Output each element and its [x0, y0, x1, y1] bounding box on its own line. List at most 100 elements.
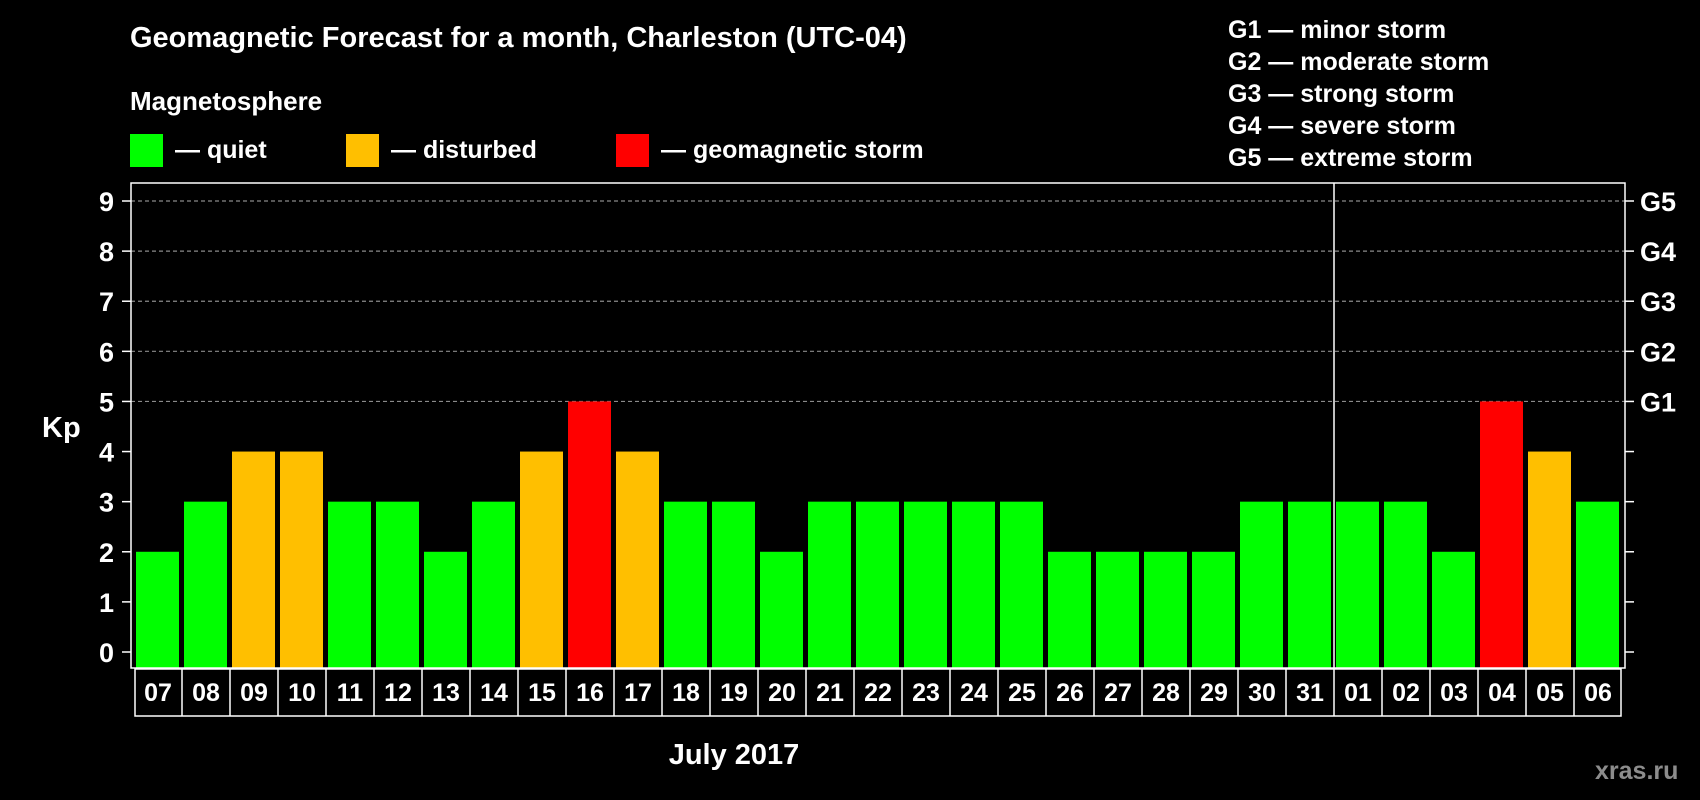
xtick-label-05: 05: [1536, 679, 1564, 707]
ytick-label-6: 6: [99, 337, 114, 367]
bar-04: [1480, 401, 1523, 668]
ytick-label-9: 9: [99, 187, 114, 217]
xtick-label-21: 21: [816, 679, 844, 707]
xtick-label-13: 13: [432, 679, 460, 707]
xtick-label-16: 16: [576, 679, 604, 707]
storm-scale-g1: G1 — minor storm: [1228, 16, 1447, 44]
storm-scale-g5: G5 — extreme storm: [1228, 144, 1473, 172]
bar-29: [1192, 551, 1235, 668]
storm-scale-legend: G1 — minor storm G2 — moderate storm G3 …: [1228, 14, 1489, 174]
bar-20: [760, 551, 803, 668]
legend-storm: — geomagnetic storm: [616, 133, 924, 167]
legend-swatch-storm: [616, 133, 649, 167]
legend-label-quiet: — quiet: [175, 135, 267, 164]
bar-03: [1432, 551, 1475, 668]
g-level-label-G3: G3: [1640, 287, 1676, 317]
xtick-label-18: 18: [672, 679, 700, 707]
ytick-label-0: 0: [99, 638, 114, 668]
bar-30: [1240, 501, 1283, 668]
storm-scale-g3: G3 — strong storm: [1228, 80, 1455, 108]
plot-frame: [130, 182, 1626, 669]
xtick-label-10: 10: [288, 679, 316, 707]
xtick-label-17: 17: [624, 679, 652, 707]
storm-scale-g4: G4 — severe storm: [1228, 112, 1456, 140]
bar-10: [280, 451, 323, 668]
xtick-label-23: 23: [912, 679, 940, 707]
ytick-label-1: 1: [99, 588, 114, 618]
ytick-label-5: 5: [99, 387, 114, 417]
g-level-label-G4: G4: [1640, 237, 1676, 267]
bar-25: [1000, 501, 1043, 668]
ytick-label-4: 4: [99, 438, 114, 468]
bar-14: [472, 501, 515, 668]
x-axis-label: July 2017: [669, 739, 800, 771]
g-level-label-G5: G5: [1640, 187, 1676, 217]
xtick-label-26: 26: [1056, 679, 1084, 707]
chart-title: Geomagnetic Forecast for a month, Charle…: [130, 22, 907, 54]
bar-22: [856, 501, 899, 668]
bar-28: [1144, 551, 1187, 668]
legend-quiet: — quiet: [130, 133, 267, 167]
legend-swatch-disturbed: [346, 133, 379, 167]
ytick-label-2: 2: [99, 538, 114, 568]
xtick-label-31: 31: [1296, 679, 1324, 707]
bar-19: [712, 501, 755, 668]
legend-disturbed: — disturbed: [346, 133, 537, 167]
xtick-label-20: 20: [768, 679, 796, 707]
xtick-label-01: 01: [1344, 679, 1372, 707]
xlabel-box-frame: [134, 668, 1622, 717]
bar-01: [1336, 501, 1379, 668]
ytick-label-7: 7: [99, 287, 114, 317]
xtick-label-28: 28: [1152, 679, 1180, 707]
bar-15: [520, 451, 563, 668]
storm-scale-g2: G2 — moderate storm: [1228, 48, 1490, 76]
bar-31: [1288, 501, 1331, 668]
bar-24: [952, 501, 995, 668]
xtick-label-22: 22: [864, 679, 892, 707]
xtick-label-11: 11: [337, 679, 364, 707]
xtick-label-25: 25: [1008, 679, 1036, 707]
xtick-label-03: 03: [1440, 679, 1468, 707]
bar-11: [328, 501, 371, 668]
xtick-label-29: 29: [1200, 679, 1228, 707]
bar-21: [808, 501, 851, 668]
bar-26: [1048, 551, 1091, 668]
bar-16: [568, 401, 611, 668]
ytick-label-8: 8: [99, 237, 114, 267]
bar-07: [136, 551, 179, 668]
xtick-label-14: 14: [480, 679, 508, 707]
xtick-label-06: 06: [1584, 679, 1612, 707]
watermark: xras.ru: [1595, 757, 1679, 785]
xtick-label-09: 09: [240, 679, 268, 707]
bar-06: [1576, 501, 1619, 668]
legend-subtitle: Magnetosphere: [130, 86, 323, 116]
bar-17: [616, 451, 659, 668]
legend-label-storm: — geomagnetic storm: [661, 135, 924, 164]
ytick-label-3: 3: [99, 488, 114, 518]
bar-02: [1384, 501, 1427, 668]
xtick-label-12: 12: [384, 679, 412, 707]
xtick-label-30: 30: [1248, 679, 1276, 707]
xtick-label-27: 27: [1104, 679, 1132, 707]
bar-27: [1096, 551, 1139, 668]
xtick-label-08: 08: [192, 679, 220, 707]
legend-label-disturbed: — disturbed: [391, 135, 537, 164]
bar-13: [424, 551, 467, 668]
g-level-label-G1: G1: [1640, 387, 1676, 417]
g-level-label-G2: G2: [1640, 337, 1676, 367]
xtick-label-24: 24: [960, 679, 988, 707]
xtick-label-15: 15: [528, 679, 556, 707]
bar-18: [664, 501, 707, 668]
bar-05: [1528, 451, 1571, 668]
bar-23: [904, 501, 947, 668]
xtick-label-07: 07: [144, 679, 172, 707]
bar-08: [184, 501, 227, 668]
legend-swatch-quiet: [130, 133, 163, 167]
y-axis-label: Kp: [42, 412, 81, 444]
xtick-label-04: 04: [1488, 679, 1516, 707]
xtick-label-02: 02: [1392, 679, 1420, 707]
xtick-label-19: 19: [720, 679, 748, 707]
bar-12: [376, 501, 419, 668]
bar-09: [232, 451, 275, 668]
